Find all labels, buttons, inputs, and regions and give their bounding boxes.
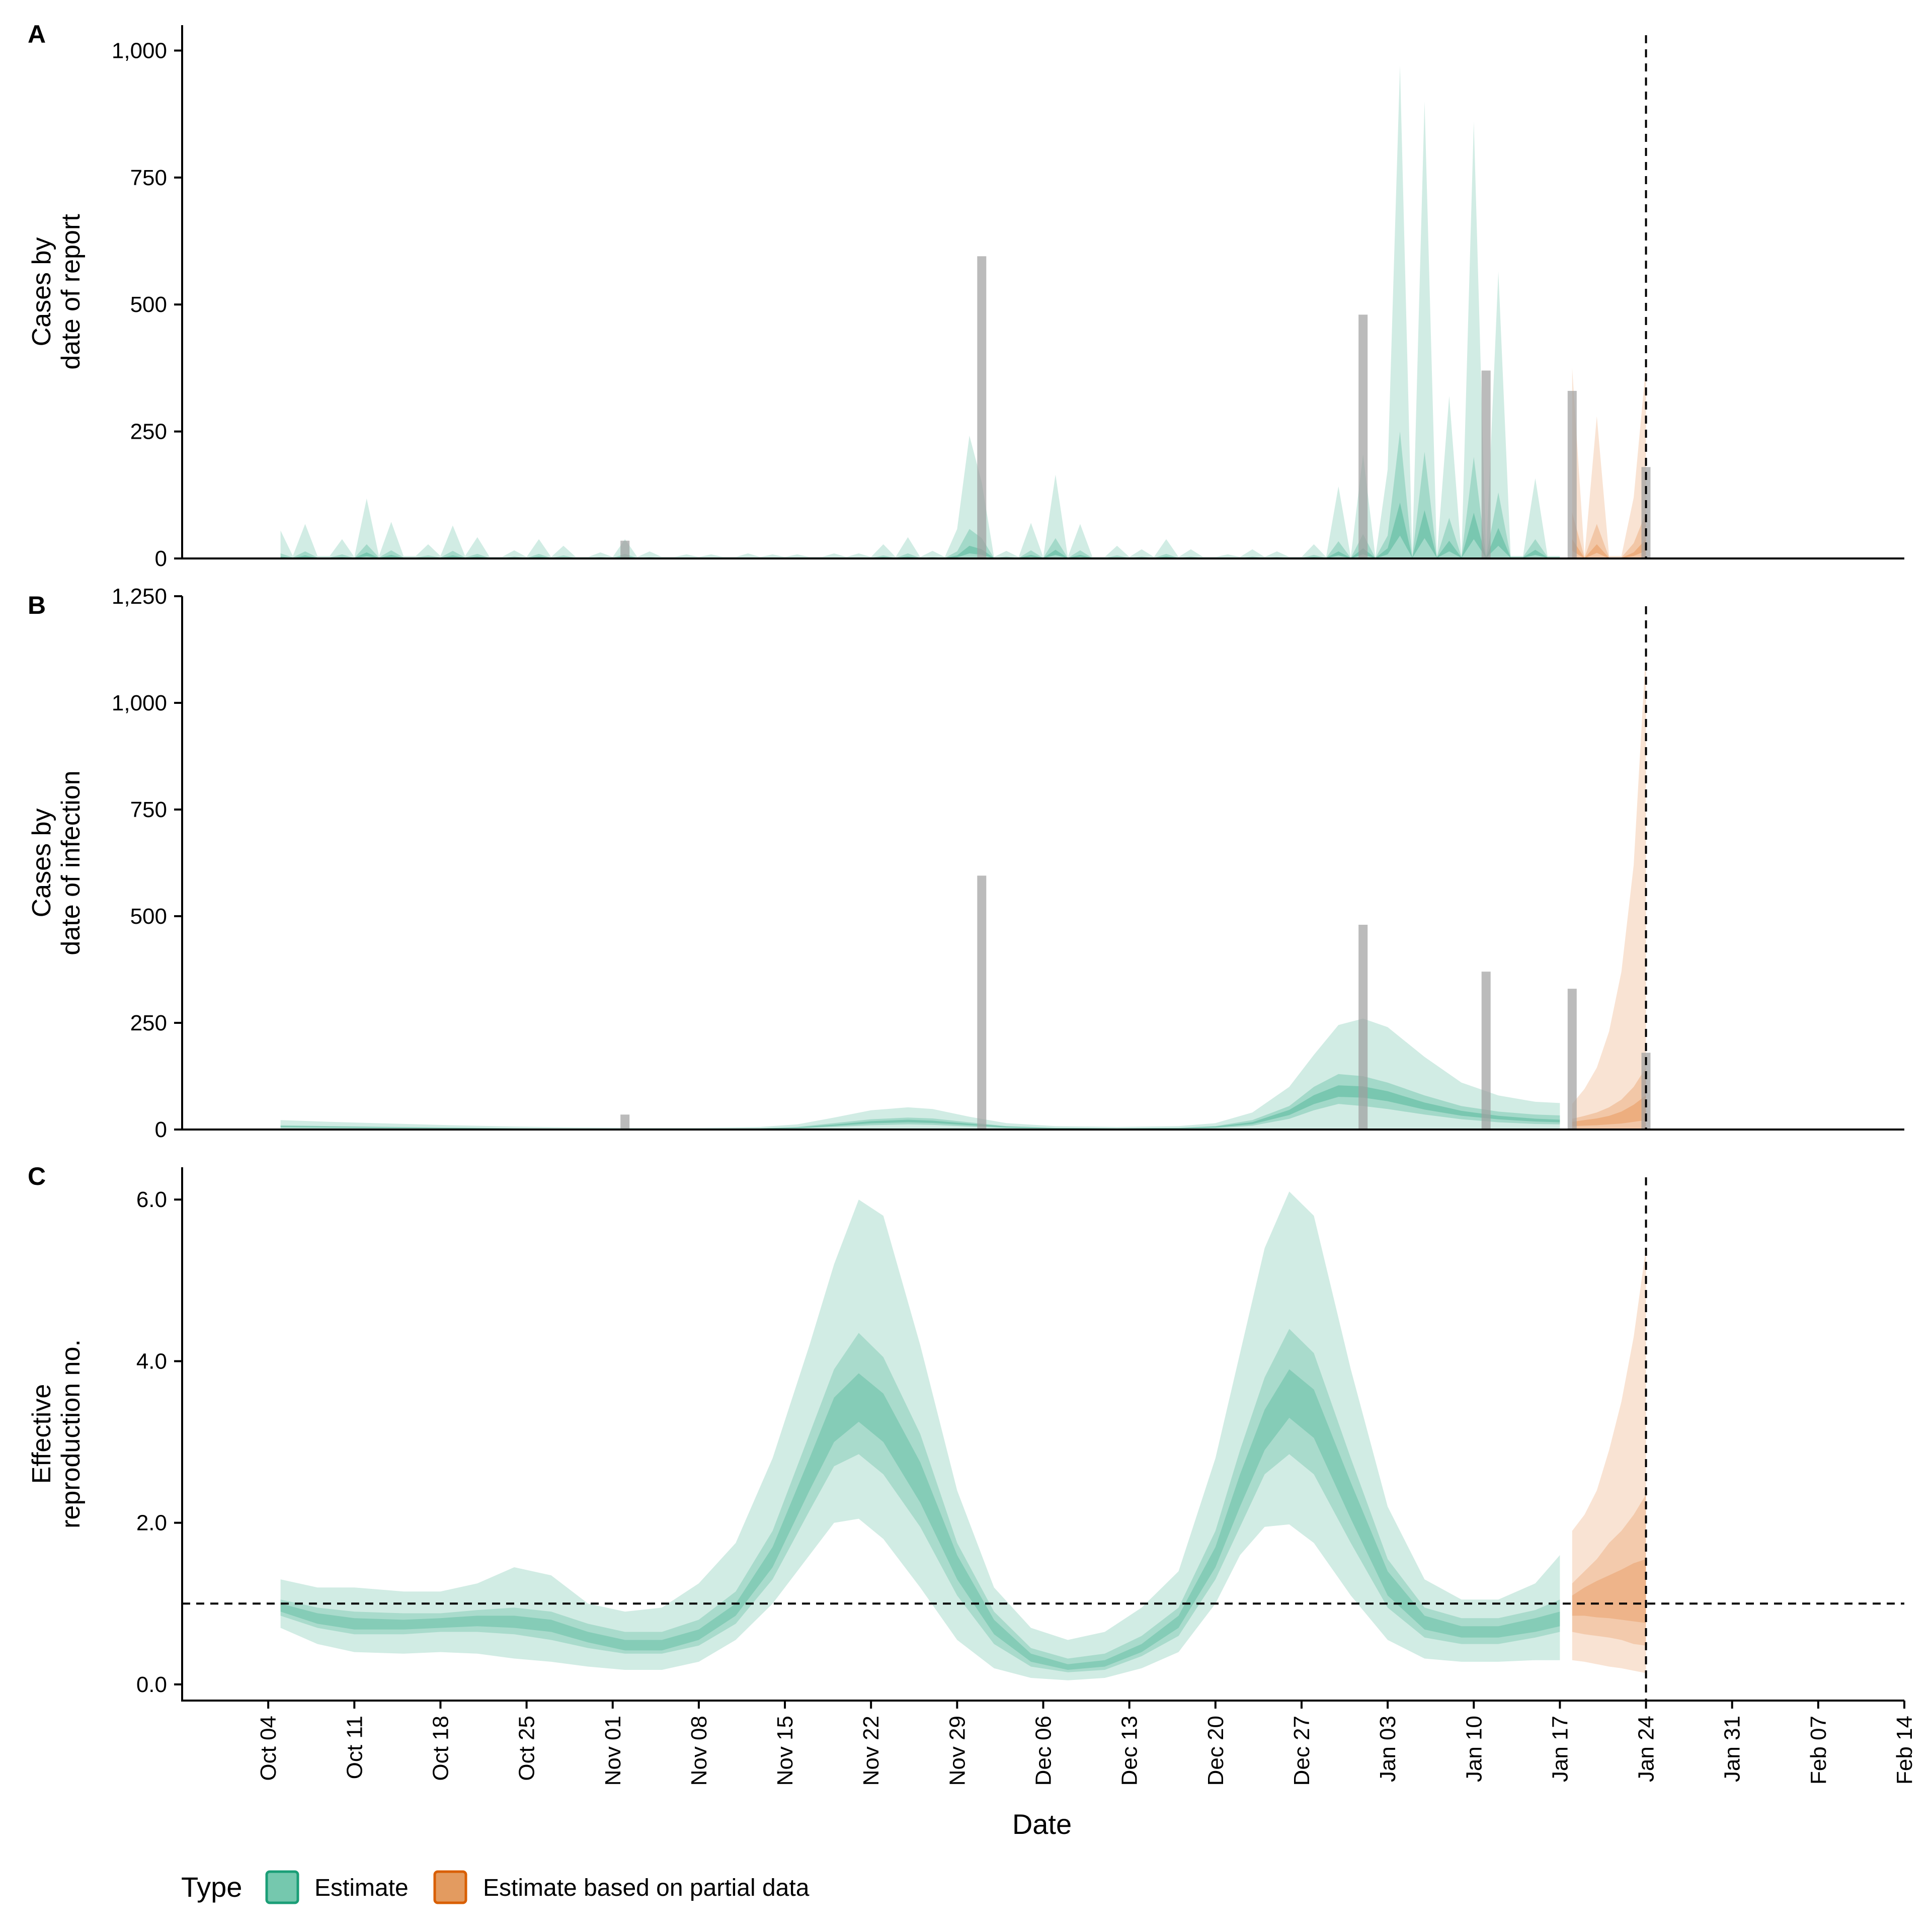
- observed-bar: [1567, 390, 1577, 558]
- observed-bar: [1358, 925, 1368, 1130]
- legend-swatch-partial: [433, 1870, 467, 1904]
- y-axis-title-line: Cases by: [27, 237, 56, 347]
- band-90-estimate: [280, 1191, 1560, 1680]
- y-tick-label: 0.0: [136, 1672, 167, 1697]
- y-tick-label: 250: [130, 1011, 167, 1035]
- x-tick-label: Nov 22: [859, 1716, 883, 1786]
- x-tick-label: Dec 27: [1290, 1716, 1314, 1786]
- y-axis-title-line: Effective: [27, 1384, 56, 1484]
- band-20-estimate: [280, 1085, 1560, 1130]
- band-20-partial: [1572, 539, 1646, 558]
- x-tick-label: Nov 08: [687, 1716, 711, 1786]
- y-axis-title: Cases bydate of infection: [27, 770, 86, 955]
- x-tick-label: Dec 13: [1117, 1716, 1142, 1786]
- y-tick-label: 750: [130, 166, 167, 190]
- y-tick-label: 0: [155, 1117, 167, 1142]
- y-tick-label: 2.0: [136, 1511, 167, 1536]
- y-axis-title-line: date of infection: [56, 770, 86, 955]
- band-50-partial: [1572, 1068, 1646, 1130]
- panel-tag: C: [28, 1162, 46, 1190]
- y-tick-label: 4.0: [136, 1349, 167, 1374]
- x-tick-label: Jan 10: [1462, 1716, 1486, 1782]
- band-90-partial: [1572, 1248, 1646, 1673]
- legend-label-estimate: Estimate: [314, 1875, 409, 1901]
- band-50-estimate: [280, 431, 1560, 558]
- y-axis-title: Effectivereproduction no.: [27, 1339, 86, 1528]
- panel-tag: A: [28, 20, 46, 48]
- y-axis-title-line: date of report: [56, 214, 86, 370]
- x-tick-label: Oct 04: [256, 1716, 281, 1781]
- x-tick-label: Oct 18: [428, 1716, 453, 1781]
- panel-tag: B: [28, 591, 46, 619]
- y-tick-label: 1,000: [112, 38, 167, 63]
- band-50-estimate: [280, 1329, 1560, 1672]
- y-axis-title-line: reproduction no.: [56, 1339, 86, 1528]
- y-axis-title-line: Cases by: [27, 809, 56, 918]
- observed-bar: [620, 540, 630, 558]
- legend-label-partial: Estimate based on partial data: [483, 1875, 810, 1901]
- y-tick-label: 500: [130, 292, 167, 317]
- panel-C: 0.0 2.0 4.0 6.0 Effectivereproduction no. C: [27, 1162, 1904, 1702]
- band-50-estimate: [280, 1074, 1560, 1130]
- band-50-partial: [1572, 1494, 1646, 1646]
- observed-bar: [1641, 467, 1651, 558]
- x-tick-label: Jan 17: [1548, 1716, 1572, 1782]
- observed-bar: [977, 875, 987, 1130]
- panel-A: 0 250 500 750 1,000 Cases bydate of report A: [27, 20, 1904, 571]
- x-tick-label: Feb 14: [1892, 1716, 1917, 1785]
- legend-swatch-estimate: [265, 1870, 299, 1904]
- y-tick-label: 6.0: [136, 1187, 167, 1212]
- x-tick-label: Dec 06: [1031, 1716, 1056, 1786]
- band-20-partial: [1572, 1095, 1646, 1126]
- x-tick-label: Nov 29: [945, 1716, 970, 1786]
- band-90-partial: [1572, 365, 1646, 558]
- legend: Type Estimate Estimate based on partial …: [181, 1870, 810, 1904]
- x-tick-label: Oct 25: [515, 1716, 539, 1781]
- panel-B: 0 250 500 750 1,000 1,250 Cases bydate of infe…: [27, 584, 1904, 1142]
- observed-bar: [620, 1114, 630, 1130]
- band-90-estimate: [280, 1018, 1560, 1130]
- x-tick-label: Jan 31: [1720, 1716, 1745, 1782]
- y-tick-label: 250: [130, 420, 167, 444]
- legend-title: Type: [181, 1871, 242, 1903]
- observed-bar: [1481, 370, 1491, 558]
- x-tick-label: Nov 15: [773, 1716, 797, 1786]
- y-axis-title: Cases bydate of report: [27, 214, 86, 370]
- band-90-estimate: [280, 65, 1560, 559]
- y-tick-label: 0: [155, 546, 167, 571]
- observed-bar: [1481, 972, 1491, 1130]
- y-tick-label: 500: [130, 904, 167, 929]
- x-axis: Oct 04 Oct 11 Oct 18 Oct 25 Nov 01 Nov 08 Nov …: [256, 1701, 1917, 1786]
- x-tick-label: Nov 01: [601, 1716, 625, 1786]
- y-tick-label: 1,000: [112, 691, 167, 715]
- x-tick-label: Dec 20: [1203, 1716, 1228, 1786]
- band-50-partial: [1572, 513, 1646, 558]
- x-tick-label: Feb 07: [1806, 1716, 1831, 1785]
- x-tick-label: Jan 03: [1376, 1716, 1400, 1782]
- y-tick-label: 1,250: [112, 584, 167, 609]
- band-90-partial: [1572, 650, 1646, 1130]
- observed-bar: [1567, 989, 1577, 1130]
- x-tick-label: Jan 24: [1634, 1716, 1659, 1782]
- x-axis-title: Date: [1012, 1808, 1072, 1840]
- y-tick-label: 750: [130, 797, 167, 822]
- observed-bar: [977, 256, 987, 558]
- x-tick-label: Oct 11: [342, 1716, 367, 1779]
- band-20-partial: [1572, 1559, 1646, 1623]
- observed-bar: [1358, 314, 1368, 558]
